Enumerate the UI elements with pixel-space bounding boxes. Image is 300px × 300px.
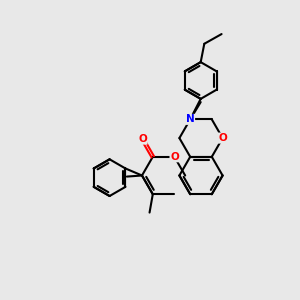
Text: O: O xyxy=(170,152,179,162)
Text: O: O xyxy=(218,133,227,143)
Text: N: N xyxy=(186,114,195,124)
Text: O: O xyxy=(138,134,147,144)
